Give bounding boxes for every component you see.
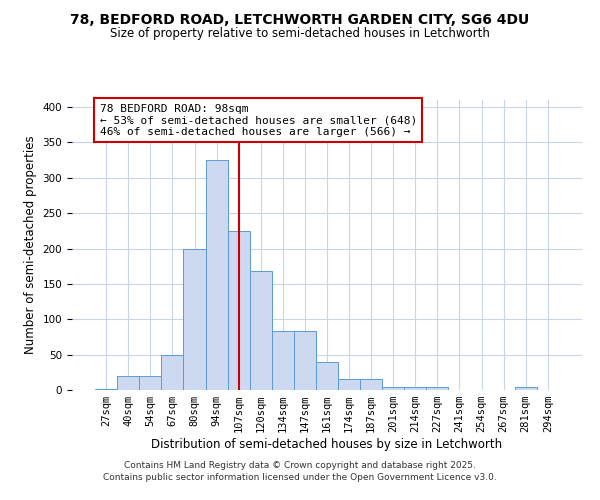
- Bar: [404, 387, 427, 390]
- Text: Size of property relative to semi-detached houses in Letchworth: Size of property relative to semi-detach…: [110, 28, 490, 40]
- Bar: [206, 160, 227, 390]
- Bar: [117, 376, 139, 390]
- Bar: [272, 330, 294, 390]
- Text: Contains HM Land Registry data © Crown copyright and database right 2025.: Contains HM Land Registry data © Crown c…: [124, 461, 476, 470]
- Bar: [427, 387, 448, 390]
- X-axis label: Distribution of semi-detached houses by size in Letchworth: Distribution of semi-detached houses by …: [151, 438, 503, 451]
- Bar: [294, 330, 316, 390]
- Bar: [184, 248, 206, 390]
- Bar: [515, 387, 537, 390]
- Bar: [316, 362, 338, 390]
- Y-axis label: Number of semi-detached properties: Number of semi-detached properties: [24, 136, 37, 354]
- Bar: [161, 354, 184, 390]
- Text: Contains public sector information licensed under the Open Government Licence v3: Contains public sector information licen…: [103, 474, 497, 482]
- Text: 78 BEDFORD ROAD: 98sqm
← 53% of semi-detached houses are smaller (648)
46% of se: 78 BEDFORD ROAD: 98sqm ← 53% of semi-det…: [100, 104, 417, 136]
- Text: 78, BEDFORD ROAD, LETCHWORTH GARDEN CITY, SG6 4DU: 78, BEDFORD ROAD, LETCHWORTH GARDEN CITY…: [70, 12, 530, 26]
- Bar: [139, 376, 161, 390]
- Bar: [95, 388, 117, 390]
- Bar: [382, 387, 404, 390]
- Bar: [338, 380, 360, 390]
- Bar: [360, 380, 382, 390]
- Bar: [227, 231, 250, 390]
- Bar: [250, 271, 272, 390]
